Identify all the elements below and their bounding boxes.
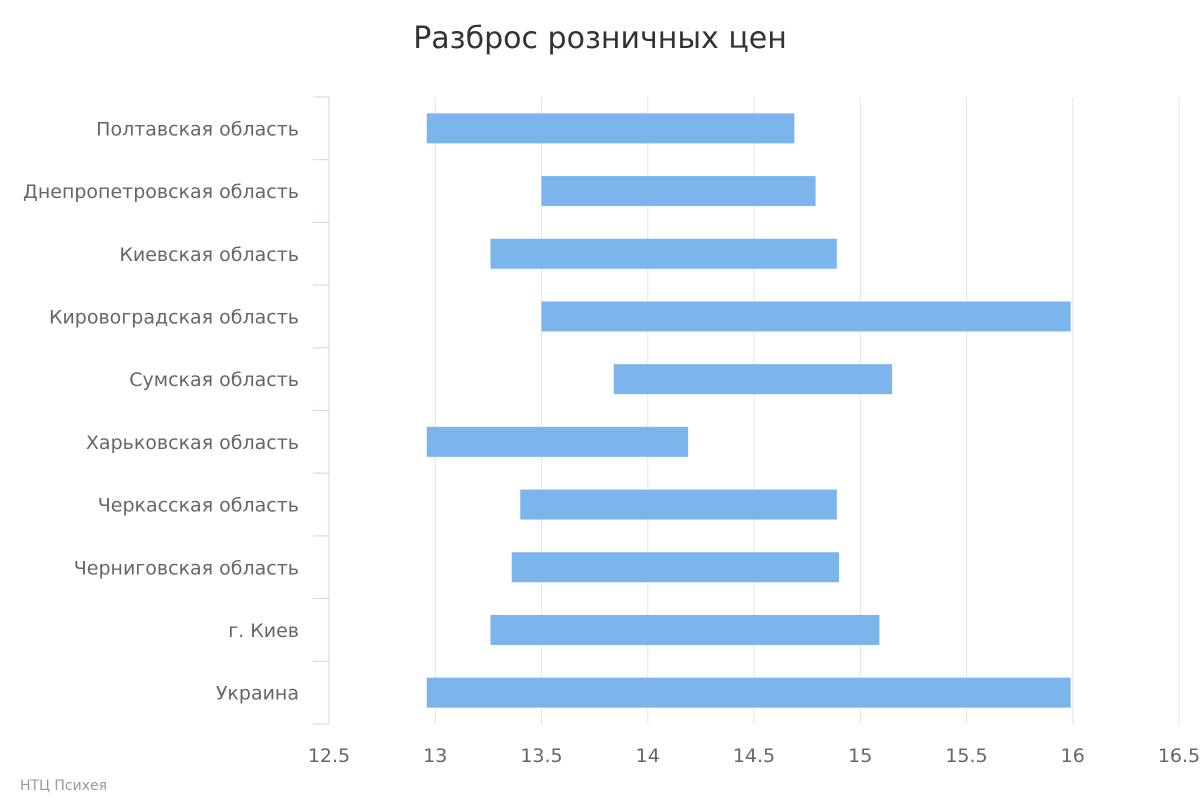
category-labels: Полтавская область Днепропетровская облас…	[23, 118, 299, 704]
range-bar[interactable]	[490, 238, 837, 269]
x-tick-labels: 12.5 13 13.5 14 14.5 15 15.5 16 16.5	[308, 745, 1200, 767]
range-bar[interactable]	[426, 677, 1071, 708]
bars	[426, 113, 1071, 708]
range-bar[interactable]	[613, 364, 893, 395]
range-bar[interactable]	[490, 614, 880, 645]
category-label: Кировоградская область	[49, 306, 299, 328]
x-tick-label: 14	[636, 745, 660, 767]
category-label: Киевская область	[119, 244, 299, 266]
x-tick-label: 13.5	[520, 745, 562, 767]
range-bar[interactable]	[541, 176, 816, 207]
category-label: Черкасская область	[98, 495, 299, 517]
range-bar[interactable]	[426, 426, 689, 457]
x-tick-label: 16	[1061, 745, 1085, 767]
axes	[313, 96, 330, 725]
x-tick-label: 15.5	[945, 745, 987, 767]
category-label: Сумская область	[129, 369, 299, 391]
category-label: Днепропетровская область	[23, 181, 299, 203]
x-tick-label: 13	[423, 745, 447, 767]
category-label: Черниговская область	[74, 557, 299, 579]
x-tick-label: 15	[848, 745, 872, 767]
credits-link[interactable]: НТЦ Психея	[20, 778, 107, 794]
category-label: Полтавская область	[96, 118, 299, 140]
range-bar[interactable]	[541, 301, 1071, 332]
range-bar[interactable]	[511, 552, 839, 583]
range-bar[interactable]	[426, 113, 795, 144]
x-tick-label: 14.5	[733, 745, 775, 767]
chart-title: Разброс розничных цен	[413, 21, 787, 56]
x-tick-label: 12.5	[308, 745, 350, 767]
category-label: г. Киев	[228, 620, 299, 642]
category-label: Украина	[216, 683, 299, 705]
range-bar[interactable]	[520, 489, 837, 520]
x-tick-label: 16.5	[1158, 745, 1200, 767]
category-label: Харьковская область	[86, 432, 299, 454]
